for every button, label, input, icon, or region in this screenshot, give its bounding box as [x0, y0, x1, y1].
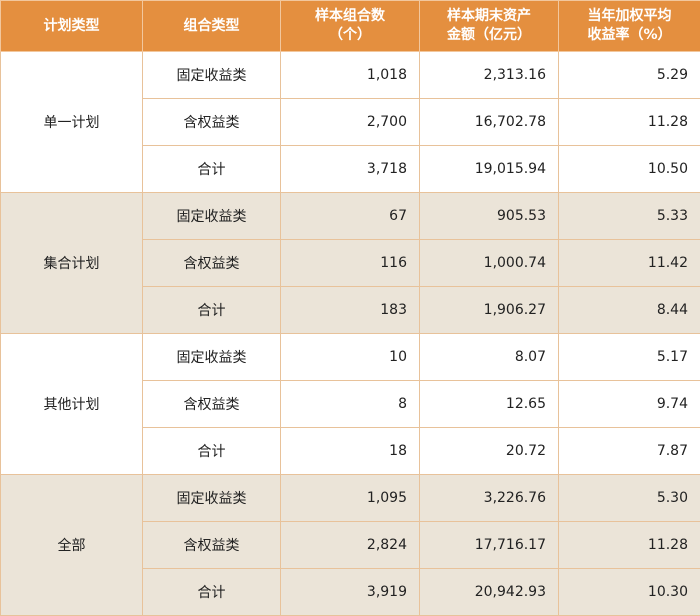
header-plan-type: 计划类型 [1, 1, 143, 52]
header-assets: 样本期末资产 金额（亿元） [420, 1, 559, 52]
yield-cell: 10.30 [559, 569, 700, 616]
assets-cell: 8.07 [420, 334, 559, 381]
combo-type-cell: 合计 [143, 287, 281, 334]
yield-cell: 5.17 [559, 334, 700, 381]
table-row: 其他计划 固定收益类 10 8.07 5.17 [1, 334, 700, 381]
combo-type-cell: 固定收益类 [143, 475, 281, 522]
assets-cell: 20.72 [420, 428, 559, 475]
assets-cell: 20,942.93 [420, 569, 559, 616]
combo-type-cell: 含权益类 [143, 240, 281, 287]
sample-count-cell: 2,824 [281, 522, 420, 569]
assets-cell: 19,015.94 [420, 146, 559, 193]
yield-cell: 11.28 [559, 99, 700, 146]
combo-type-cell: 含权益类 [143, 99, 281, 146]
combo-type-cell: 固定收益类 [143, 334, 281, 381]
sample-count-cell: 1,095 [281, 475, 420, 522]
yield-cell: 7.87 [559, 428, 700, 475]
assets-cell: 1,906.27 [420, 287, 559, 334]
yield-cell: 11.42 [559, 240, 700, 287]
sample-count-cell: 3,919 [281, 569, 420, 616]
combo-type-cell: 固定收益类 [143, 52, 281, 99]
combo-type-cell: 固定收益类 [143, 193, 281, 240]
header-sample-count-line2: （个） [329, 27, 371, 43]
sample-count-cell: 1,018 [281, 52, 420, 99]
sample-count-cell: 2,700 [281, 99, 420, 146]
plan-type-cell: 其他计划 [1, 334, 143, 475]
header-weighted-yield-line1: 当年加权平均 [588, 8, 672, 24]
assets-cell: 2,313.16 [420, 52, 559, 99]
combo-type-cell: 合计 [143, 569, 281, 616]
header-weighted-yield: 当年加权平均 收益率（%） [559, 1, 700, 52]
plan-type-cell: 全部 [1, 475, 143, 616]
assets-cell: 16,702.78 [420, 99, 559, 146]
sample-count-cell: 10 [281, 334, 420, 381]
yield-cell: 5.30 [559, 475, 700, 522]
plan-type-cell: 单一计划 [1, 52, 143, 193]
table-row: 全部 固定收益类 1,095 3,226.76 5.30 [1, 475, 700, 522]
assets-cell: 17,716.17 [420, 522, 559, 569]
assets-cell: 3,226.76 [420, 475, 559, 522]
header-assets-line1: 样本期末资产 [447, 8, 531, 24]
yield-cell: 5.33 [559, 193, 700, 240]
sample-count-cell: 67 [281, 193, 420, 240]
header-weighted-yield-line2: 收益率（%） [587, 27, 671, 43]
yield-cell: 9.74 [559, 381, 700, 428]
combo-type-cell: 含权益类 [143, 522, 281, 569]
sample-count-cell: 183 [281, 287, 420, 334]
sample-count-cell: 8 [281, 381, 420, 428]
assets-cell: 1,000.74 [420, 240, 559, 287]
yield-cell: 10.50 [559, 146, 700, 193]
sample-count-cell: 116 [281, 240, 420, 287]
combo-type-cell: 含权益类 [143, 381, 281, 428]
table-row: 集合计划 固定收益类 67 905.53 5.33 [1, 193, 700, 240]
sample-count-cell: 18 [281, 428, 420, 475]
combo-type-cell: 合计 [143, 428, 281, 475]
header-sample-count: 样本组合数 （个） [281, 1, 420, 52]
header-assets-line2: 金额（亿元） [447, 27, 531, 43]
table-row: 单一计划 固定收益类 1,018 2,313.16 5.29 [1, 52, 700, 99]
header-combo-type: 组合类型 [143, 1, 281, 52]
assets-cell: 12.65 [420, 381, 559, 428]
yield-cell: 8.44 [559, 287, 700, 334]
header-row: 计划类型 组合类型 样本组合数 （个） 样本期末资产 金额（亿元） 当年加权平均… [1, 1, 700, 52]
assets-cell: 905.53 [420, 193, 559, 240]
yield-cell: 11.28 [559, 522, 700, 569]
header-sample-count-line1: 样本组合数 [315, 8, 385, 24]
combo-type-cell: 合计 [143, 146, 281, 193]
sample-count-cell: 3,718 [281, 146, 420, 193]
yield-cell: 5.29 [559, 52, 700, 99]
plan-type-cell: 集合计划 [1, 193, 143, 334]
